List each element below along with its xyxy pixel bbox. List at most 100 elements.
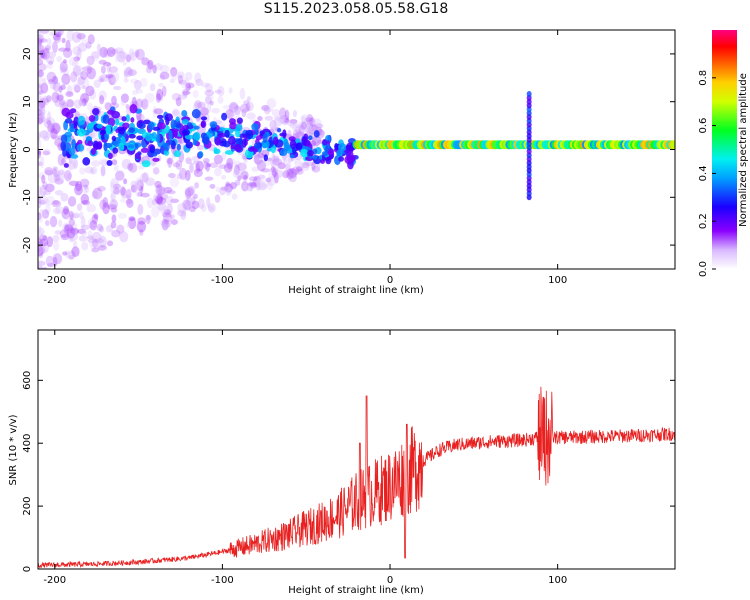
- noise-speckle: [81, 98, 87, 107]
- noise-speckle: [263, 105, 271, 115]
- noise-speckle: [102, 202, 110, 215]
- noise-speckle: [53, 35, 62, 44]
- noise-speckle: [177, 74, 184, 85]
- noise-speckle: [172, 108, 180, 118]
- noise-speckle: [38, 212, 42, 221]
- noise-speckle: [178, 167, 187, 180]
- noise-speckle: [38, 185, 42, 197]
- signal-blob: [184, 134, 194, 140]
- signal-blob: [229, 122, 237, 130]
- noise-speckle: [273, 116, 283, 127]
- noise-speckle: [38, 33, 44, 45]
- noise-speckle: [219, 186, 226, 196]
- noise-speckle: [114, 47, 124, 54]
- noise-speckle: [43, 47, 50, 54]
- noise-speckle: [38, 213, 43, 224]
- signal-blob: [312, 155, 318, 160]
- noise-speckle: [218, 164, 227, 169]
- noise-speckle: [92, 187, 103, 200]
- noise-speckle: [97, 245, 107, 251]
- noise-speckle: [134, 49, 140, 58]
- noise-speckle: [66, 226, 76, 239]
- noise-speckle: [110, 48, 119, 55]
- noise-speckle: [304, 124, 315, 130]
- noise-speckle: [277, 162, 286, 170]
- noise-speckle: [180, 211, 187, 220]
- spectrogram-x-axis-label: Height of straight line (km): [288, 285, 424, 296]
- signal-blob: [182, 129, 191, 136]
- noise-speckle: [141, 57, 150, 66]
- noise-speckle: [311, 161, 316, 171]
- noise-speckle: [209, 183, 216, 189]
- noise-speckle: [120, 186, 126, 196]
- signal-blob: [76, 143, 85, 152]
- noise-speckle: [172, 162, 181, 168]
- noise-speckle: [38, 116, 43, 126]
- noise-speckle: [73, 99, 83, 109]
- noise-speckle: [87, 34, 95, 45]
- noise-speckle: [38, 103, 41, 110]
- noise-speckle: [253, 175, 262, 188]
- noise-speckle: [65, 213, 73, 221]
- signal-blob: [235, 123, 243, 132]
- noise-speckle: [295, 132, 305, 137]
- noise-speckle: [133, 79, 142, 91]
- noise-speckle: [176, 173, 183, 180]
- signal-blob: [140, 147, 149, 153]
- noise-speckle: [86, 55, 95, 66]
- signal-blob: [106, 159, 113, 166]
- noise-speckle: [279, 114, 290, 125]
- signal-blob: [102, 114, 110, 124]
- noise-speckle: [294, 158, 302, 167]
- signal-blob: [60, 134, 68, 144]
- noise-speckle: [256, 159, 267, 172]
- noise-speckle: [186, 193, 192, 206]
- noise-speckle: [151, 205, 160, 218]
- noise-speckle: [267, 180, 273, 191]
- noise-speckle: [38, 90, 44, 95]
- noise-speckle: [37, 17, 42, 22]
- signal-blob: [118, 142, 125, 152]
- noise-speckle: [38, 243, 43, 254]
- signal-blob: [307, 135, 313, 141]
- noise-speckle: [272, 167, 277, 178]
- noise-speckle: [44, 166, 54, 176]
- noise-speckle: [135, 89, 144, 94]
- noise-speckle: [81, 85, 86, 90]
- noise-speckle: [91, 190, 99, 199]
- noise-speckle: [130, 78, 139, 84]
- noise-speckle: [47, 172, 58, 184]
- signal-blob: [247, 146, 256, 152]
- noise-speckle: [38, 189, 46, 199]
- noise-speckle: [295, 166, 303, 172]
- noise-speckle: [47, 123, 55, 133]
- noise-speckle: [51, 200, 62, 208]
- noise-speckle: [257, 116, 263, 122]
- noise-speckle: [39, 238, 49, 247]
- noise-speckle: [44, 45, 51, 51]
- noise-speckle: [251, 176, 259, 188]
- noise-speckle: [38, 47, 47, 58]
- noise-speckle: [274, 169, 284, 179]
- noise-speckle: [80, 70, 88, 80]
- signal-blob: [253, 142, 261, 149]
- noise-speckle: [126, 222, 132, 228]
- noise-speckle: [39, 130, 49, 139]
- noise-speckle: [99, 95, 105, 105]
- signal-blob: [68, 147, 76, 156]
- signal-blob: [152, 126, 161, 131]
- noise-speckle: [86, 65, 93, 74]
- x-tick-label: -200: [43, 275, 66, 286]
- noise-speckle: [201, 82, 210, 88]
- signal-blob: [137, 122, 146, 129]
- noise-speckle: [164, 219, 170, 225]
- signal-blob: [338, 156, 345, 162]
- signal-blob: [217, 132, 226, 138]
- noise-speckle: [289, 119, 298, 124]
- noise-speckle: [285, 159, 292, 170]
- noise-speckle: [171, 92, 181, 101]
- noise-speckle: [128, 216, 136, 222]
- noise-speckle: [85, 85, 95, 97]
- noise-speckle: [40, 112, 46, 123]
- noise-speckle: [79, 211, 84, 220]
